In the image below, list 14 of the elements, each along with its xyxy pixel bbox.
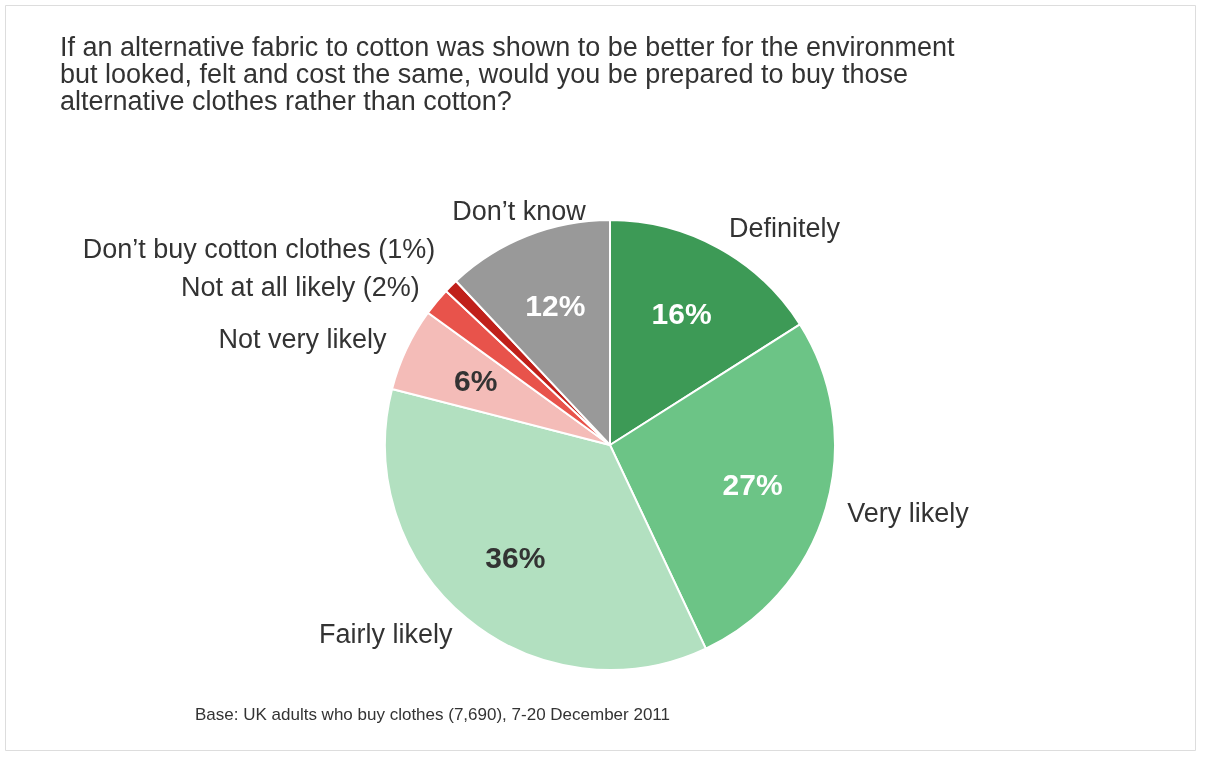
slice-label: Don’t buy cotton clothes (1%) bbox=[82, 233, 436, 264]
slice-label: Fairly likely bbox=[319, 619, 454, 650]
slice-label: Don’t know bbox=[452, 195, 587, 226]
text: Base: UK adults who buy clothes (7,690), 7-20 December 2011 bbox=[195, 705, 671, 724]
chart-title: If an alternative fabric to cotton was shown to be better for the environment but looked, felt and cost the same, would you be prepared to buy those alternative clothes rather than cotton? bbox=[60, 32, 955, 116]
slice-label: Very likely bbox=[847, 497, 970, 528]
data-label: 12% bbox=[525, 288, 586, 322]
slice-label: Definitely bbox=[728, 212, 841, 243]
data-label: 6% bbox=[453, 363, 498, 397]
data-label: 27% bbox=[722, 468, 783, 502]
slice-label: Not very likely bbox=[218, 323, 387, 354]
slice-label: Not at all likely (2%) bbox=[181, 271, 420, 302]
data-label: 16% bbox=[651, 296, 712, 330]
data-label: 36% bbox=[485, 541, 546, 575]
